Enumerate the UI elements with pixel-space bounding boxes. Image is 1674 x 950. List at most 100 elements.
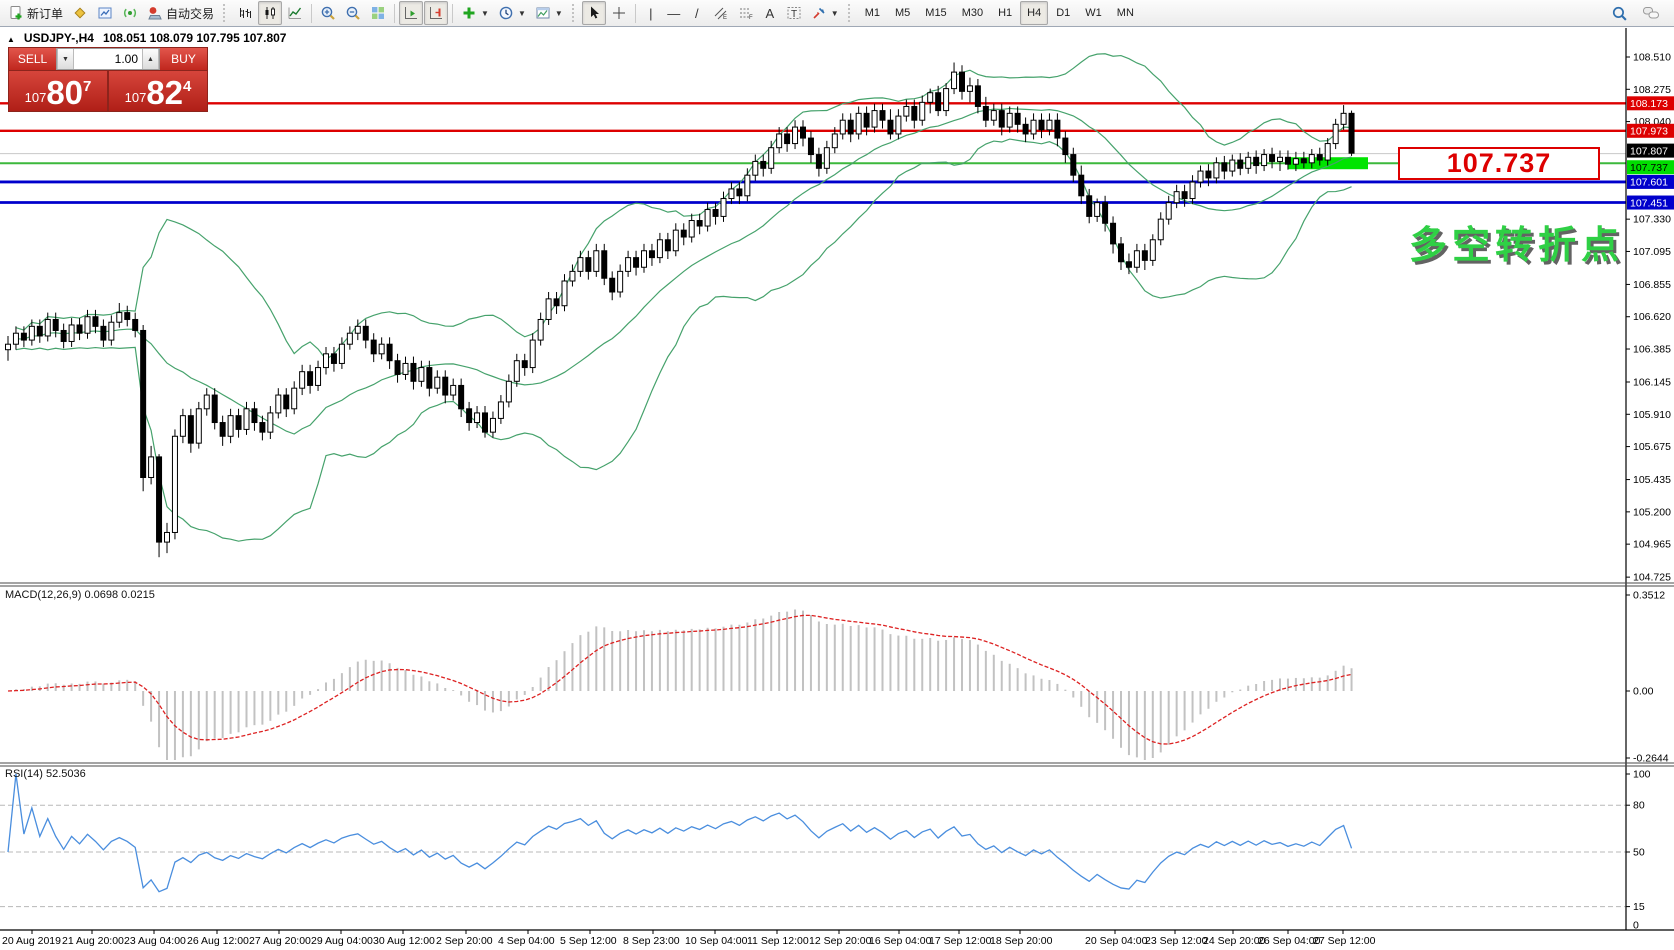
price-tick-label: 106.385 <box>1633 344 1671 356</box>
candle-down <box>1253 156 1260 167</box>
templates-button[interactable]: ▼ <box>531 1 567 25</box>
candle-up <box>179 415 186 437</box>
sell-price-button[interactable]: 107 80 7 <box>9 71 107 111</box>
candle-up <box>1133 250 1140 268</box>
sell-price-pip: 7 <box>83 78 92 95</box>
time-tick-label: 11 Sep 12:00 <box>747 935 809 947</box>
candle-up <box>267 412 274 433</box>
sell-button[interactable]: SELL <box>9 48 56 70</box>
price-badge-label: 107.601 <box>1630 177 1668 189</box>
timeframe-w1-button[interactable]: W1 <box>1085 7 1102 19</box>
timeframe-m1-button[interactable]: M1 <box>864 7 880 19</box>
candle-up <box>919 101 926 121</box>
macd-panel[interactable] <box>7 609 1353 760</box>
time-tick-label: 17 Sep 12:00 <box>929 935 992 947</box>
time-tick-label: 27 Sep 12:00 <box>1313 935 1376 947</box>
search-button[interactable] <box>1607 1 1632 25</box>
text-tool-button[interactable]: A <box>759 1 781 25</box>
indicators-button[interactable]: ▼ <box>457 1 493 25</box>
rsi-panel[interactable] <box>0 773 1626 908</box>
fibonacci-tool-button[interactable]: F <box>734 1 758 25</box>
cursor-tool-button[interactable] <box>581 1 606 25</box>
main-chart-panel[interactable] <box>0 53 1626 558</box>
autotrading-button[interactable]: 自动交易 <box>143 1 218 25</box>
candle-up <box>275 394 282 414</box>
volume-decrease-button[interactable]: ▼ <box>57 49 74 69</box>
price-callout-box[interactable]: 107.737 <box>1398 147 1600 180</box>
volume-input[interactable] <box>74 49 142 69</box>
time-tick-label: 2 Sep 20:00 <box>436 935 493 947</box>
timeframe-m5-button[interactable]: M5 <box>895 7 911 19</box>
volume-increase-button[interactable]: ▲ <box>142 49 159 69</box>
time-tick-label: 20 Aug 2019 <box>2 935 61 947</box>
add-indicator-icon <box>463 7 475 19</box>
new-order-button[interactable]: 新订单 <box>4 1 67 25</box>
candle-up <box>569 270 576 282</box>
periods-button[interactable]: ▼ <box>494 1 530 25</box>
svg-text:E: E <box>723 15 727 21</box>
candle-up <box>672 229 679 252</box>
chart-window-button[interactable] <box>93 1 117 25</box>
candle-up <box>855 112 862 135</box>
candle-down <box>800 126 806 139</box>
timeframe-m30-button[interactable]: M30 <box>961 7 984 19</box>
collapse-quote-panel-icon[interactable]: ▲ <box>7 35 15 44</box>
candle-down <box>124 312 131 320</box>
chart-shift-button[interactable] <box>424 1 449 25</box>
candle-up <box>966 85 973 92</box>
timeframe-mn-button[interactable]: MN <box>1116 7 1134 19</box>
timeframe-h4-button[interactable]: H4 <box>1020 1 1049 25</box>
cursor-icon <box>590 6 599 19</box>
crosshair-tool-button[interactable] <box>607 1 631 25</box>
signals-button[interactable] <box>118 1 142 25</box>
zoom-in-button[interactable] <box>316 1 340 25</box>
price-badge <box>1627 143 1674 158</box>
macd-tick-label: 0.00 <box>1633 686 1654 698</box>
text-label-tool-button[interactable]: T <box>782 1 806 25</box>
buy-button[interactable]: BUY <box>160 48 207 70</box>
channel-tool-button[interactable]: E <box>709 1 733 25</box>
price-tick-label: 107.095 <box>1633 246 1671 258</box>
dropdown-caret-icon: ▼ <box>481 8 489 18</box>
timeframe-m15-button[interactable]: M15 <box>925 7 947 19</box>
candle-up <box>903 105 910 117</box>
trendline-tool-button[interactable]: / <box>686 1 708 25</box>
bar-chart-button[interactable] <box>233 1 257 25</box>
auto-scroll-button[interactable] <box>399 1 424 25</box>
line-chart-button[interactable] <box>283 1 307 25</box>
fibonacci-icon: F <box>739 8 753 21</box>
time-tick-label: 24 Sep 20:00 <box>1203 935 1266 947</box>
candle-down <box>863 112 870 128</box>
candlestick-chart-button[interactable] <box>258 1 283 25</box>
timeframe-d1-button[interactable]: D1 <box>1056 7 1071 19</box>
timeframe-h1-button[interactable]: H1 <box>998 7 1013 19</box>
buy-price-button[interactable]: 107 82 4 <box>109 71 207 111</box>
candle-up <box>839 119 846 135</box>
candle-down <box>211 394 218 424</box>
candle-up <box>577 257 584 272</box>
candle-down <box>156 456 163 543</box>
candle-down <box>52 318 59 331</box>
price-tick-label: 106.145 <box>1633 376 1671 388</box>
candle-down <box>140 329 147 479</box>
candle-up <box>474 412 481 424</box>
candle-down <box>911 105 918 121</box>
tile-windows-button[interactable] <box>366 1 390 25</box>
svg-text:F: F <box>749 15 753 21</box>
candle-down <box>458 384 465 410</box>
candle-up <box>505 380 512 403</box>
chat-button[interactable] <box>1638 1 1664 25</box>
candle-down <box>307 371 314 386</box>
bollinger-middle <box>15 107 1352 435</box>
price-tick-label: 108.510 <box>1633 52 1671 64</box>
horizontal-line-tool-button[interactable]: — <box>663 1 685 25</box>
candle-down <box>847 119 854 135</box>
vertical-line-tool-button[interactable]: | <box>640 1 662 25</box>
candle-down <box>784 133 791 145</box>
price-badge-label: 107.451 <box>1630 197 1668 209</box>
candle-up <box>792 126 799 145</box>
arrows-tool-button[interactable]: ▼ <box>807 1 843 25</box>
market-watch-button[interactable] <box>68 1 92 25</box>
zoom-out-button[interactable] <box>341 1 365 25</box>
